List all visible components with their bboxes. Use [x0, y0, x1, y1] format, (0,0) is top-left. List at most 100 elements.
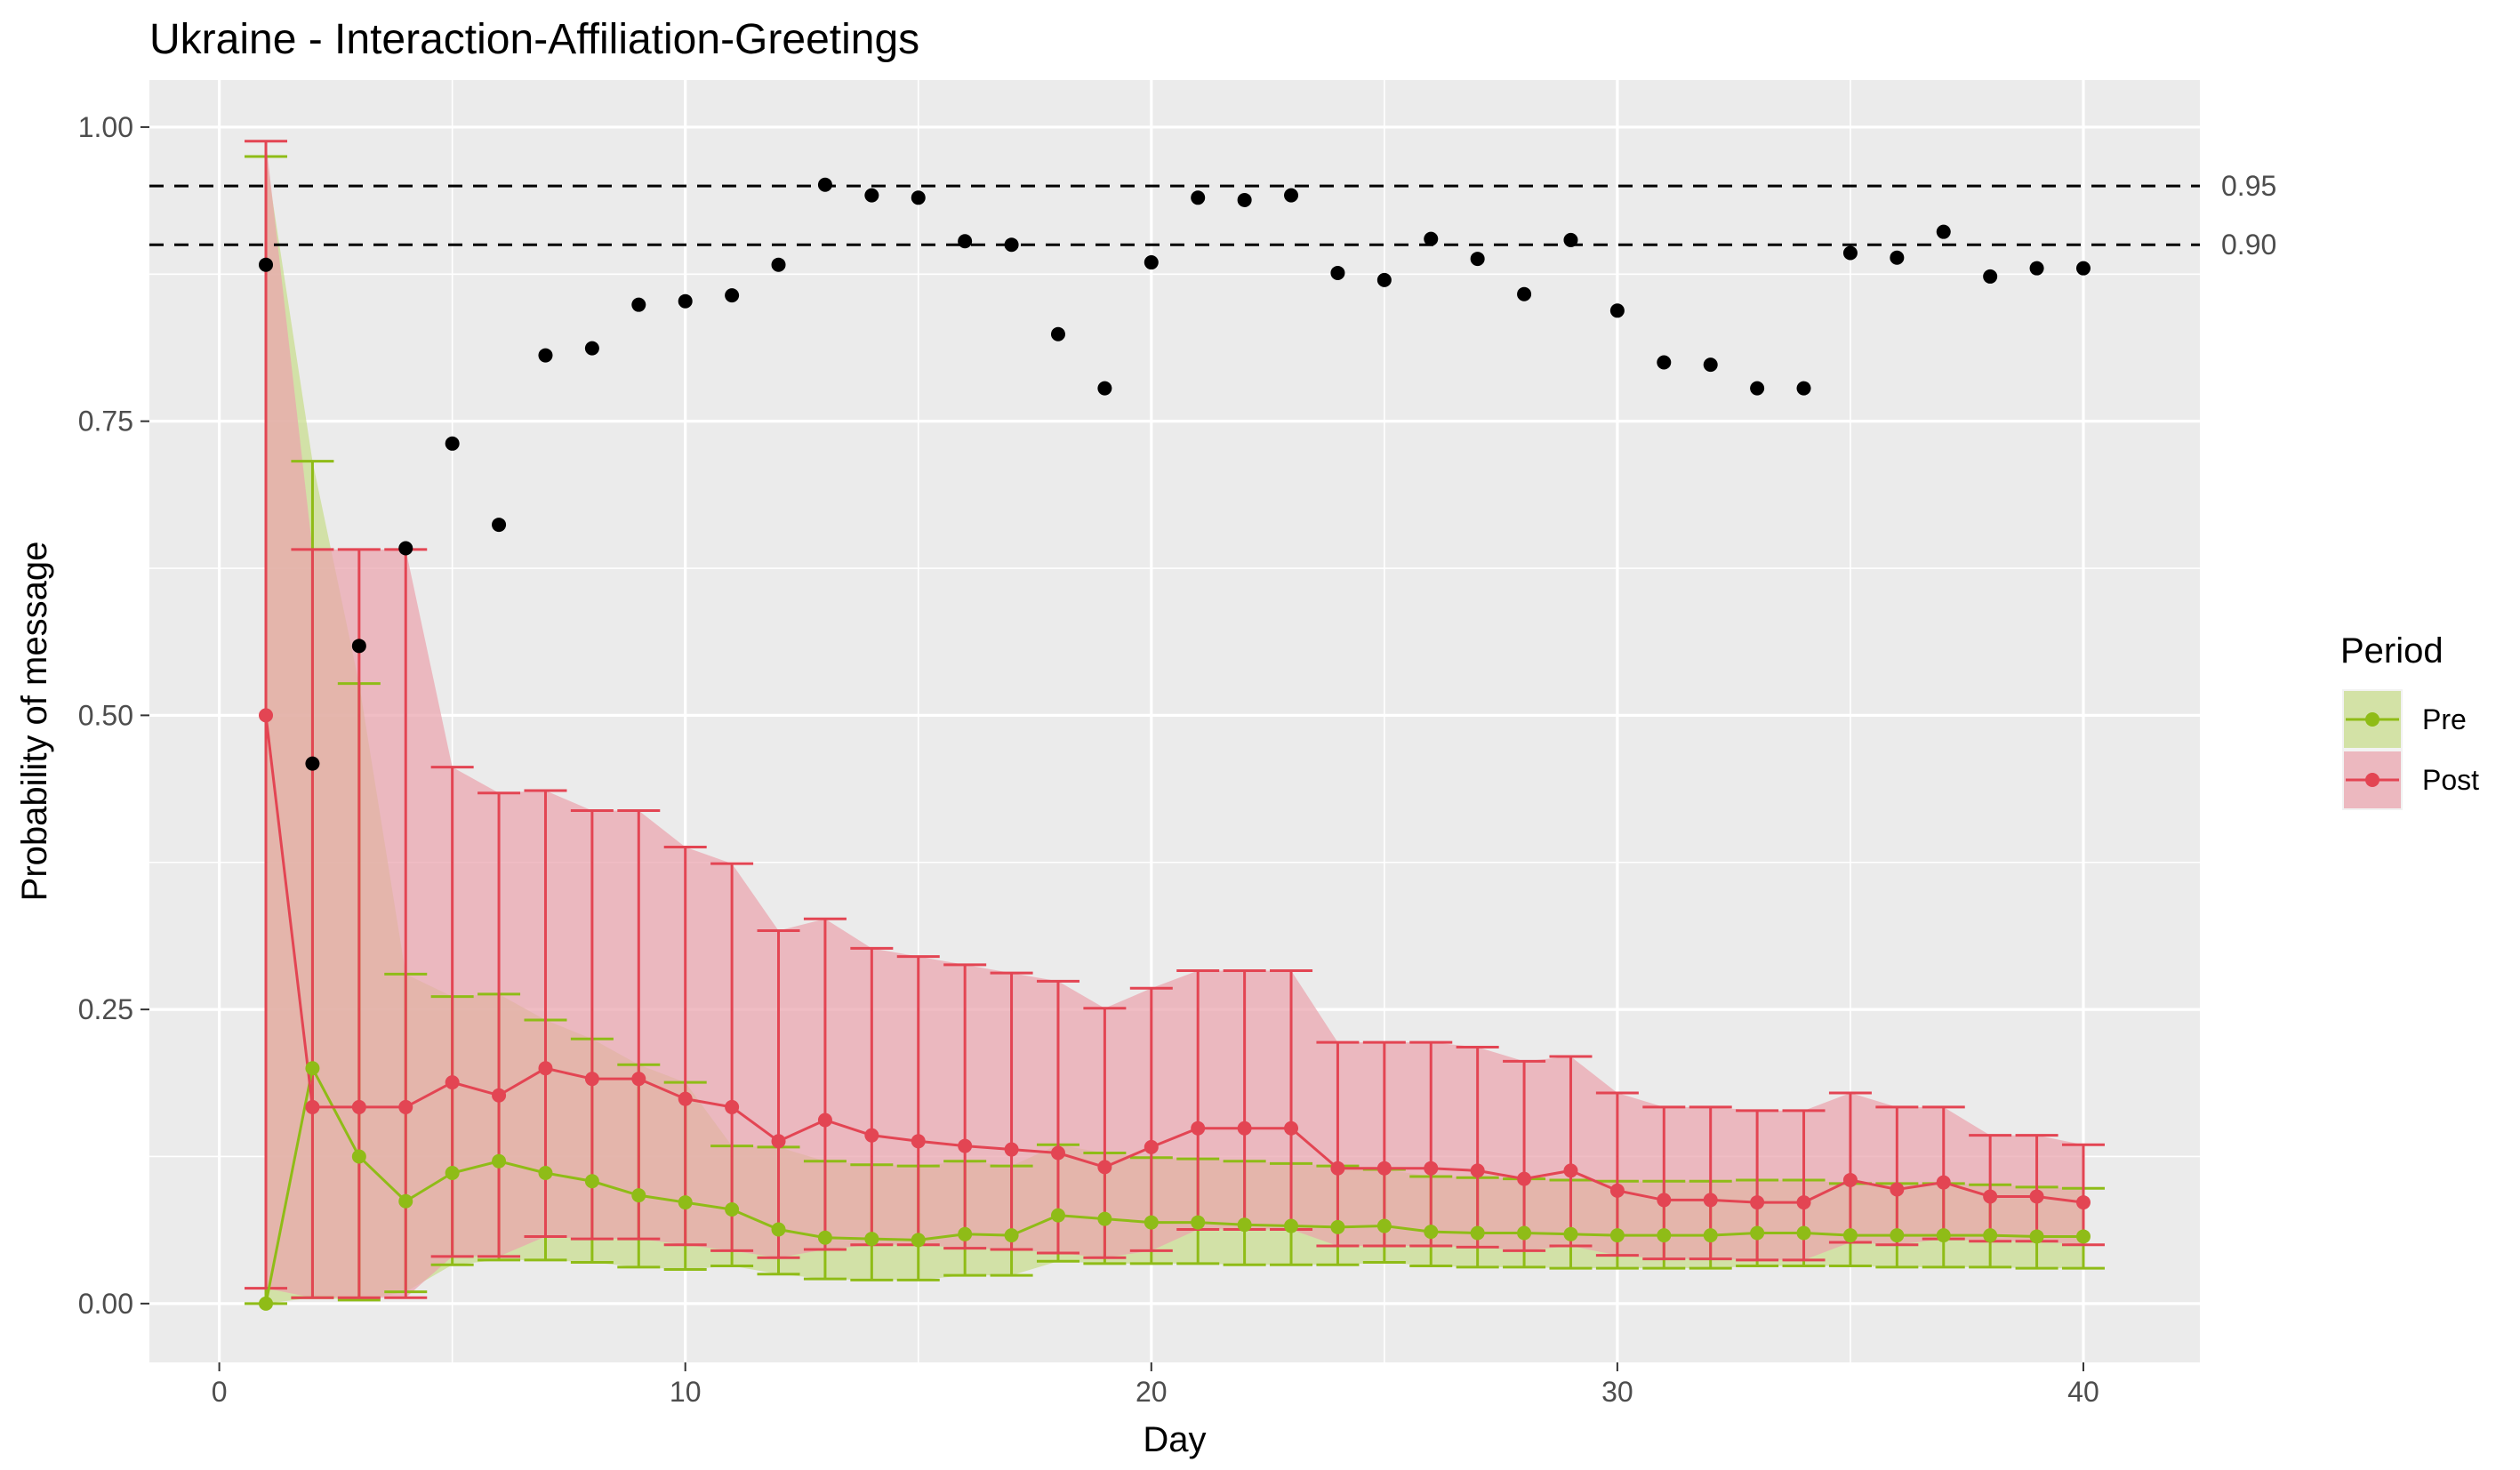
errorbar-post	[1409, 1040, 1453, 1248]
point-pre	[351, 1149, 366, 1164]
errorbar-post	[1456, 1045, 1499, 1249]
point-post	[1657, 1193, 1672, 1208]
point-pre	[1330, 1219, 1345, 1234]
point-pre	[1424, 1225, 1439, 1240]
errorbar-post	[524, 789, 567, 1238]
errorbar-post	[1129, 986, 1173, 1252]
black-point	[1330, 265, 1345, 280]
errorbar-post	[1362, 1040, 1406, 1248]
y-axis: 0.00 0.25 0.50 0.75 1.00	[78, 111, 149, 1320]
errorbar-post	[617, 809, 661, 1241]
black-point	[1657, 355, 1672, 370]
black-point	[305, 756, 320, 771]
point-post	[2075, 1195, 2091, 1210]
black-point	[1842, 245, 1858, 261]
y-axis-title: Probability of message	[15, 542, 54, 902]
point-post	[1796, 1195, 1811, 1210]
point-post	[1330, 1161, 1345, 1176]
point-post	[1424, 1161, 1439, 1176]
point-pre	[1703, 1228, 1718, 1243]
black-point	[1144, 255, 1159, 270]
point-pre	[1609, 1228, 1625, 1243]
point-pre	[305, 1061, 320, 1076]
point-pre	[1983, 1228, 1998, 1243]
point-pre	[1842, 1228, 1858, 1243]
black-point	[1563, 232, 1578, 247]
error-bars	[245, 140, 2105, 1305]
point-pre	[538, 1166, 553, 1181]
legend-key-point	[2365, 712, 2380, 727]
y-tick-label: 1.00	[78, 111, 133, 143]
point-post	[1470, 1163, 1485, 1178]
point-post	[1890, 1182, 1905, 1197]
point-post	[1563, 1163, 1578, 1178]
legend-entry-pre: Pre	[2342, 689, 2467, 750]
black-point	[398, 541, 413, 556]
reference-lines: 0.95 0.90	[149, 170, 2276, 261]
point-pre	[631, 1188, 646, 1203]
point-post	[771, 1134, 786, 1149]
point-pre	[1796, 1225, 1811, 1241]
x-tick-label: 30	[1601, 1376, 1633, 1408]
legend-title: Period	[2340, 631, 2444, 671]
point-pre	[1284, 1218, 1299, 1233]
black-point	[911, 190, 926, 205]
black-point	[1470, 252, 1485, 267]
y-tick-label: 0.00	[78, 1288, 133, 1320]
legend-entries: Pre Post	[2342, 689, 2479, 810]
point-post	[445, 1075, 460, 1090]
legend-entry-post: Post	[2342, 750, 2479, 810]
point-post	[584, 1072, 599, 1087]
point-pre	[1657, 1228, 1672, 1243]
black-point	[1750, 381, 1765, 396]
y-tick-label: 0.75	[78, 406, 133, 438]
black-point	[1237, 192, 1252, 207]
legend-key-point	[2365, 773, 2380, 787]
line-post	[264, 715, 2084, 1204]
black-point	[538, 348, 553, 363]
errorbar-post	[663, 846, 707, 1247]
point-post	[1097, 1160, 1112, 1175]
point-post	[1144, 1139, 1159, 1154]
black-point	[1424, 231, 1439, 246]
x-tick-label: 0	[212, 1376, 228, 1408]
black-point	[1517, 286, 1532, 301]
black-point	[1703, 357, 1718, 373]
reference-line-label: 0.95	[2221, 170, 2276, 202]
black-point	[958, 234, 973, 249]
black-point	[2029, 261, 2044, 276]
point-pre	[1191, 1215, 1206, 1230]
point-post	[1191, 1121, 1206, 1136]
point-post	[1750, 1195, 1765, 1210]
x-axis: 0 10 20 30 40	[212, 1362, 2099, 1408]
line-pre	[264, 1064, 2083, 1305]
point-pre	[1376, 1218, 1392, 1233]
legend-label: Post	[2422, 764, 2479, 796]
point-pre	[398, 1193, 413, 1209]
black-point	[725, 288, 740, 303]
series-points	[259, 708, 2091, 1311]
black-point	[2075, 261, 2091, 276]
point-pre	[911, 1233, 926, 1248]
point-pre	[1050, 1208, 1065, 1223]
point-post	[1703, 1193, 1718, 1208]
point-post	[351, 1099, 366, 1114]
black-point	[1983, 269, 1998, 284]
black-point	[864, 188, 879, 203]
point-post	[1237, 1121, 1252, 1136]
point-post	[631, 1072, 646, 1087]
point-post	[305, 1099, 320, 1114]
black-point	[445, 436, 460, 451]
black-point	[771, 257, 786, 272]
x-tick-label: 40	[2067, 1376, 2099, 1408]
point-post	[1609, 1183, 1625, 1198]
point-post	[492, 1088, 507, 1103]
point-post	[259, 708, 274, 723]
errorbar-post	[337, 548, 381, 1299]
black-point	[1796, 381, 1811, 396]
point-pre	[1144, 1215, 1159, 1230]
chart-title: Ukraine - Interaction-Affiliation-Greeti…	[149, 16, 919, 63]
point-post	[1517, 1171, 1532, 1186]
errorbar-post	[943, 963, 987, 1250]
point-pre	[492, 1153, 507, 1169]
